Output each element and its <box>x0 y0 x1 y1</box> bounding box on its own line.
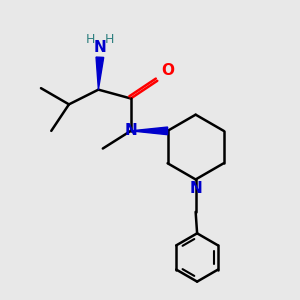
Text: N: N <box>189 181 202 196</box>
Text: N: N <box>124 123 137 138</box>
Text: O: O <box>161 63 174 78</box>
Text: N: N <box>94 40 106 55</box>
Polygon shape <box>131 127 168 135</box>
Polygon shape <box>96 57 104 90</box>
Text: H: H <box>105 33 114 46</box>
Text: H: H <box>86 33 95 46</box>
